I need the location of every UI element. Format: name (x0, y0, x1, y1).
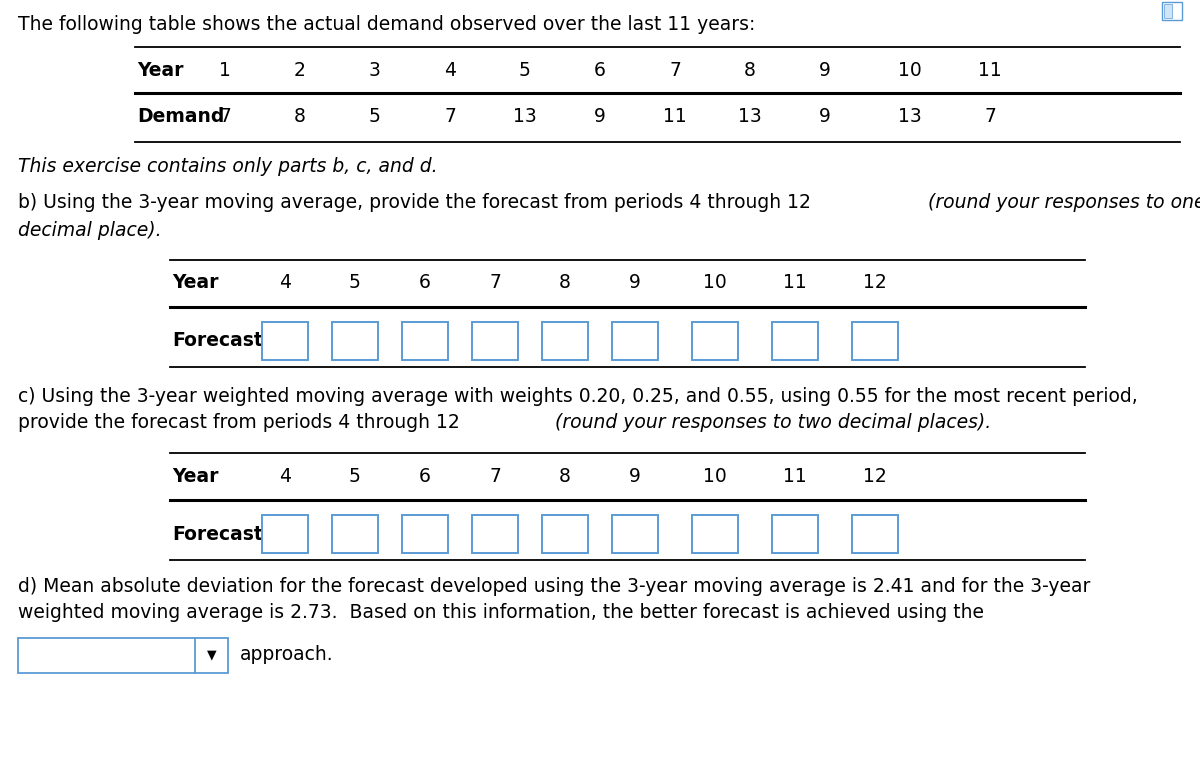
Text: ▼: ▼ (206, 649, 216, 662)
Text: Year: Year (172, 274, 218, 292)
Text: Forecast: Forecast (172, 525, 263, 543)
Bar (262, 322, 308, 360)
Text: 1: 1 (220, 60, 230, 80)
Text: 12: 12 (863, 467, 887, 485)
Bar (852, 515, 898, 553)
Text: (round your responses to two decimal places).: (round your responses to two decimal pla… (554, 414, 991, 432)
Bar (542, 515, 588, 553)
Text: Demand: Demand (137, 108, 224, 126)
Text: 2: 2 (294, 60, 306, 80)
Bar (18, 638, 228, 673)
Text: 5: 5 (370, 108, 380, 126)
Text: 8: 8 (559, 274, 571, 292)
Text: weighted moving average is 2.73.  Based on this information, the better forecast: weighted moving average is 2.73. Based o… (18, 604, 984, 622)
Text: 6: 6 (419, 274, 431, 292)
Bar (332, 515, 378, 553)
Text: 13: 13 (738, 108, 762, 126)
Text: 10: 10 (703, 467, 727, 485)
Bar (402, 515, 448, 553)
Bar (852, 322, 898, 360)
Text: 8: 8 (294, 108, 306, 126)
Text: Year: Year (137, 60, 184, 80)
Text: 7: 7 (220, 108, 230, 126)
Text: 7: 7 (444, 108, 456, 126)
Text: 9: 9 (820, 60, 830, 80)
Bar (402, 322, 448, 360)
Text: 10: 10 (703, 274, 727, 292)
Text: provide the forecast from periods 4 through 12: provide the forecast from periods 4 thro… (18, 414, 466, 432)
Text: decimal place).: decimal place). (18, 221, 162, 239)
Bar (1162, 2, 1182, 20)
Text: 5: 5 (349, 467, 361, 485)
Text: 8: 8 (744, 60, 756, 80)
Text: approach.: approach. (240, 646, 334, 664)
Text: 8: 8 (559, 467, 571, 485)
Text: b) Using the 3-year moving average, provide the forecast from periods 4 through : b) Using the 3-year moving average, prov… (18, 194, 817, 212)
Text: (round your responses to one: (round your responses to one (928, 194, 1200, 212)
Bar (1164, 4, 1172, 18)
Bar (612, 322, 658, 360)
Bar (472, 515, 518, 553)
Text: 7: 7 (670, 60, 680, 80)
Text: 11: 11 (784, 467, 806, 485)
Text: Year: Year (172, 467, 218, 485)
Bar (472, 322, 518, 360)
Bar (772, 322, 818, 360)
Text: 5: 5 (520, 60, 530, 80)
Text: 7: 7 (490, 274, 500, 292)
Text: 4: 4 (444, 60, 456, 80)
Text: 9: 9 (629, 467, 641, 485)
Bar (692, 322, 738, 360)
Text: The following table shows the actual demand observed over the last 11 years:: The following table shows the actual dem… (18, 16, 755, 35)
Text: 13: 13 (514, 108, 536, 126)
Text: 12: 12 (863, 274, 887, 292)
Text: 6: 6 (594, 60, 606, 80)
Text: 4: 4 (278, 467, 292, 485)
Text: 10: 10 (898, 60, 922, 80)
Text: 9: 9 (629, 274, 641, 292)
Text: c) Using the 3-year weighted moving average with weights 0.20, 0.25, and 0.55, u: c) Using the 3-year weighted moving aver… (18, 388, 1138, 407)
Bar (772, 515, 818, 553)
Text: 9: 9 (820, 108, 830, 126)
Bar (612, 515, 658, 553)
Bar (262, 515, 308, 553)
Text: 7: 7 (984, 108, 996, 126)
Text: d) Mean absolute deviation for the forecast developed using the 3-year moving av: d) Mean absolute deviation for the forec… (18, 577, 1091, 597)
Text: 11: 11 (664, 108, 686, 126)
Text: 11: 11 (978, 60, 1002, 80)
Bar (332, 322, 378, 360)
Text: 13: 13 (898, 108, 922, 126)
Text: This exercise contains only parts b, c, and d.: This exercise contains only parts b, c, … (18, 157, 438, 177)
Text: 3: 3 (370, 60, 380, 80)
Text: 5: 5 (349, 274, 361, 292)
Text: 7: 7 (490, 467, 500, 485)
Text: 11: 11 (784, 274, 806, 292)
Text: Forecast: Forecast (172, 332, 263, 350)
Text: 9: 9 (594, 108, 606, 126)
Text: 4: 4 (278, 274, 292, 292)
Text: 6: 6 (419, 467, 431, 485)
Bar (542, 322, 588, 360)
Bar (692, 515, 738, 553)
